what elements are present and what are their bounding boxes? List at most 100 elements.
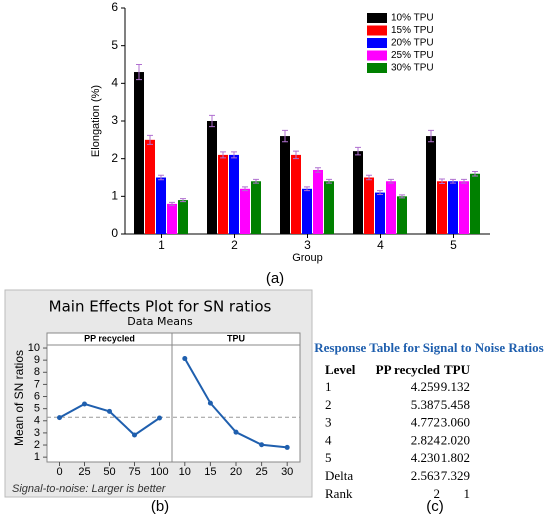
bar: [426, 136, 436, 234]
error-bar: [439, 178, 445, 185]
x-tick-label: 10: [179, 466, 191, 478]
table-cell: 3.060: [441, 415, 470, 430]
chart-subtitle: Data Means: [127, 315, 193, 328]
table-cell: 4.772: [411, 415, 440, 430]
table-cell: 1.802: [441, 450, 470, 465]
error-bar: [399, 194, 405, 199]
error-bar: [428, 129, 434, 143]
bar: [364, 177, 374, 234]
bar: [386, 181, 396, 234]
y-tick-label: 4: [34, 415, 40, 427]
table-cell: 4.259: [411, 379, 440, 394]
footnote: Signal-to-noise: Larger is better: [12, 483, 167, 495]
legend-label: 10% TPU: [391, 13, 434, 24]
x-tick-label: 25: [78, 466, 90, 478]
y-tick-label: 5: [34, 403, 40, 415]
error-bar: [472, 170, 478, 177]
legend-label: 30% TPU: [391, 63, 434, 74]
table-cell: Delta: [325, 468, 353, 483]
table-header: Level: [325, 362, 356, 377]
error-bar: [158, 174, 164, 181]
panel-label: (a): [266, 270, 284, 287]
bar: [313, 169, 323, 234]
y-tick-label: 5: [111, 38, 118, 52]
legend-swatch: [367, 50, 387, 61]
error-bar: [136, 64, 142, 81]
point: [132, 432, 137, 438]
table-cell: 5.387: [411, 397, 441, 412]
bar: [459, 181, 469, 234]
y-tick-label: 3: [111, 113, 118, 127]
x-tick-label: 1: [158, 238, 165, 252]
x-tick-label: 100: [150, 466, 168, 478]
point: [233, 429, 239, 435]
table-cell: 4: [325, 432, 332, 447]
error-bar: [366, 174, 372, 181]
y-tick-label: 6: [34, 390, 40, 402]
error-bar: [242, 186, 248, 192]
bar: [240, 188, 250, 234]
x-tick-label: 25: [255, 466, 267, 478]
point: [157, 415, 162, 421]
bar: [218, 154, 228, 234]
bar: [375, 192, 385, 234]
legend-swatch: [367, 63, 387, 73]
table-cell: 2.563: [411, 468, 440, 483]
y-tick-label: 8: [34, 366, 40, 378]
legend-swatch: [367, 25, 387, 36]
table-header: PP recycled: [376, 362, 441, 377]
x-tick-label: 75: [128, 466, 140, 478]
x-tick-label: 50: [103, 466, 115, 478]
table-cell: Rank: [325, 486, 353, 501]
bar: [353, 151, 363, 234]
point: [207, 400, 213, 406]
y-tick-label: 3: [34, 427, 40, 439]
error-bar: [209, 114, 215, 128]
bar: [167, 203, 177, 234]
chart-title: Main Effects Plot for SN ratios: [49, 298, 272, 316]
bar: [448, 181, 458, 234]
y-tick-label: 2: [34, 439, 40, 451]
x-tick-label: 5: [450, 238, 457, 252]
x-tick-label: 0: [56, 466, 62, 478]
table-cell: 5: [325, 450, 332, 465]
point: [82, 401, 87, 407]
error-bar: [461, 178, 467, 184]
error-bar: [304, 186, 310, 192]
bar: [280, 136, 290, 234]
error-bar: [147, 134, 153, 145]
x-tick-label: 3: [304, 238, 311, 252]
panel-title: TPU: [227, 333, 245, 343]
y-axis-label: Elongation (%): [90, 85, 102, 157]
table-cell: 7.329: [441, 468, 470, 483]
error-bar: [377, 190, 383, 195]
y-axis-label: Mean of SN ratios: [12, 350, 26, 446]
bar: [207, 121, 217, 234]
panel-title: PP recycled: [84, 333, 135, 343]
table-cell: 5.458: [441, 397, 470, 412]
error-bar: [326, 178, 332, 184]
table-header: TPU: [444, 362, 471, 377]
legend-label: 20% TPU: [391, 38, 434, 49]
y-tick-label: 0: [111, 226, 118, 240]
error-bar: [282, 129, 288, 143]
point: [284, 444, 290, 450]
point: [182, 356, 188, 362]
error-bar: [388, 178, 394, 184]
table-title: Response Table for Signal to Noise Ratio…: [314, 340, 543, 355]
x-tick-label: 30: [281, 466, 293, 478]
legend-label: 25% TPU: [391, 50, 434, 61]
error-bar: [293, 150, 299, 160]
panel-b-plot: [46, 332, 301, 463]
bar: [178, 200, 188, 234]
error-bar: [355, 146, 361, 156]
x-tick-label: 2: [231, 238, 238, 252]
y-tick-label: 6: [111, 0, 118, 14]
bar: [251, 181, 261, 234]
bar: [397, 196, 407, 234]
bar: [229, 154, 239, 234]
point: [57, 415, 62, 421]
y-tick-label: 10: [28, 342, 40, 354]
legend-swatch: [367, 38, 387, 48]
